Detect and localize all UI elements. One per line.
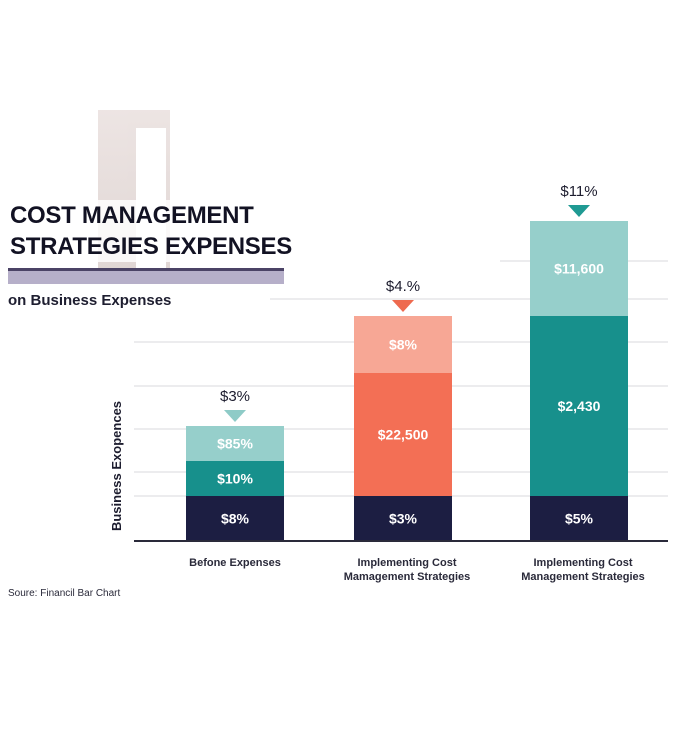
category-label-2-line-1: Implementing Cost	[357, 557, 456, 569]
bar-1-segment-1	[186, 496, 284, 541]
category-label-3-line-2: Management Strategies	[521, 571, 644, 583]
title-line-1: COST MANAGEMENT	[10, 202, 254, 229]
bar-2-segment-2	[354, 373, 452, 496]
bar-2-segment-2-label: $22,500	[378, 427, 429, 443]
bar-1-segment-3-label: $85%	[217, 436, 253, 452]
bar-3-top-label: $11%	[560, 183, 597, 200]
bar-3-segment-2-label: $2,430	[558, 398, 601, 414]
bar-1-top-label: $3%	[220, 388, 250, 405]
bar-2-segment-1	[354, 496, 452, 541]
category-label-1-line-1: Befone Expenses	[189, 557, 281, 569]
bar-3-segment-3	[530, 221, 628, 316]
bar-1-segment-1-label: $8%	[221, 511, 250, 527]
chart-subtitle: on Business Expenses	[8, 292, 172, 309]
bar-1-segment-2	[186, 461, 284, 496]
category-label-2-line-2: Mamagement Strategies	[344, 571, 471, 583]
bar-3-arrow-icon	[568, 205, 590, 217]
bar-2-top-label: $4.%	[386, 278, 420, 295]
chart-bars: $8% $10% $85% $3% $3% $22,500 $8% $4.% $5% $2,430…	[186, 183, 628, 541]
bar-3-segment-1-label: $5%	[565, 511, 594, 527]
bar-3-segment-2	[530, 316, 628, 496]
bar-2-segment-1-label: $3%	[389, 511, 418, 527]
title-line-2: STRATEGIES EXPENSES	[10, 233, 292, 260]
source-note: Soure: Financil Bar Chart	[8, 588, 121, 599]
bar-1-segment-3	[186, 426, 284, 461]
bar-2-arrow-icon	[392, 300, 414, 312]
bar-3-segment-3-label: $11,600	[554, 261, 604, 277]
bar-1-segment-2-label: $10%	[217, 471, 253, 487]
bar-2-segment-3-label: $8%	[389, 337, 418, 353]
page-title: COST MANAGEMENT STRATEGIES EXPENSES	[10, 200, 292, 262]
bar-3-segment-1	[530, 496, 628, 541]
chart-category-labels: Befone Expenses Implementing Cost Mamageme…	[189, 557, 645, 583]
category-label-3-line-1: Implementing Cost	[533, 557, 632, 569]
y-axis-label: Business Exopences	[109, 401, 124, 531]
title-underline	[8, 268, 284, 284]
stacked-bar-chart: $8% $10% $85% $3% $3% $22,500 $8% $4.% $5% $2,430…	[109, 183, 668, 583]
bar-1-arrow-icon	[224, 410, 246, 422]
bar-2-segment-3	[354, 316, 452, 373]
